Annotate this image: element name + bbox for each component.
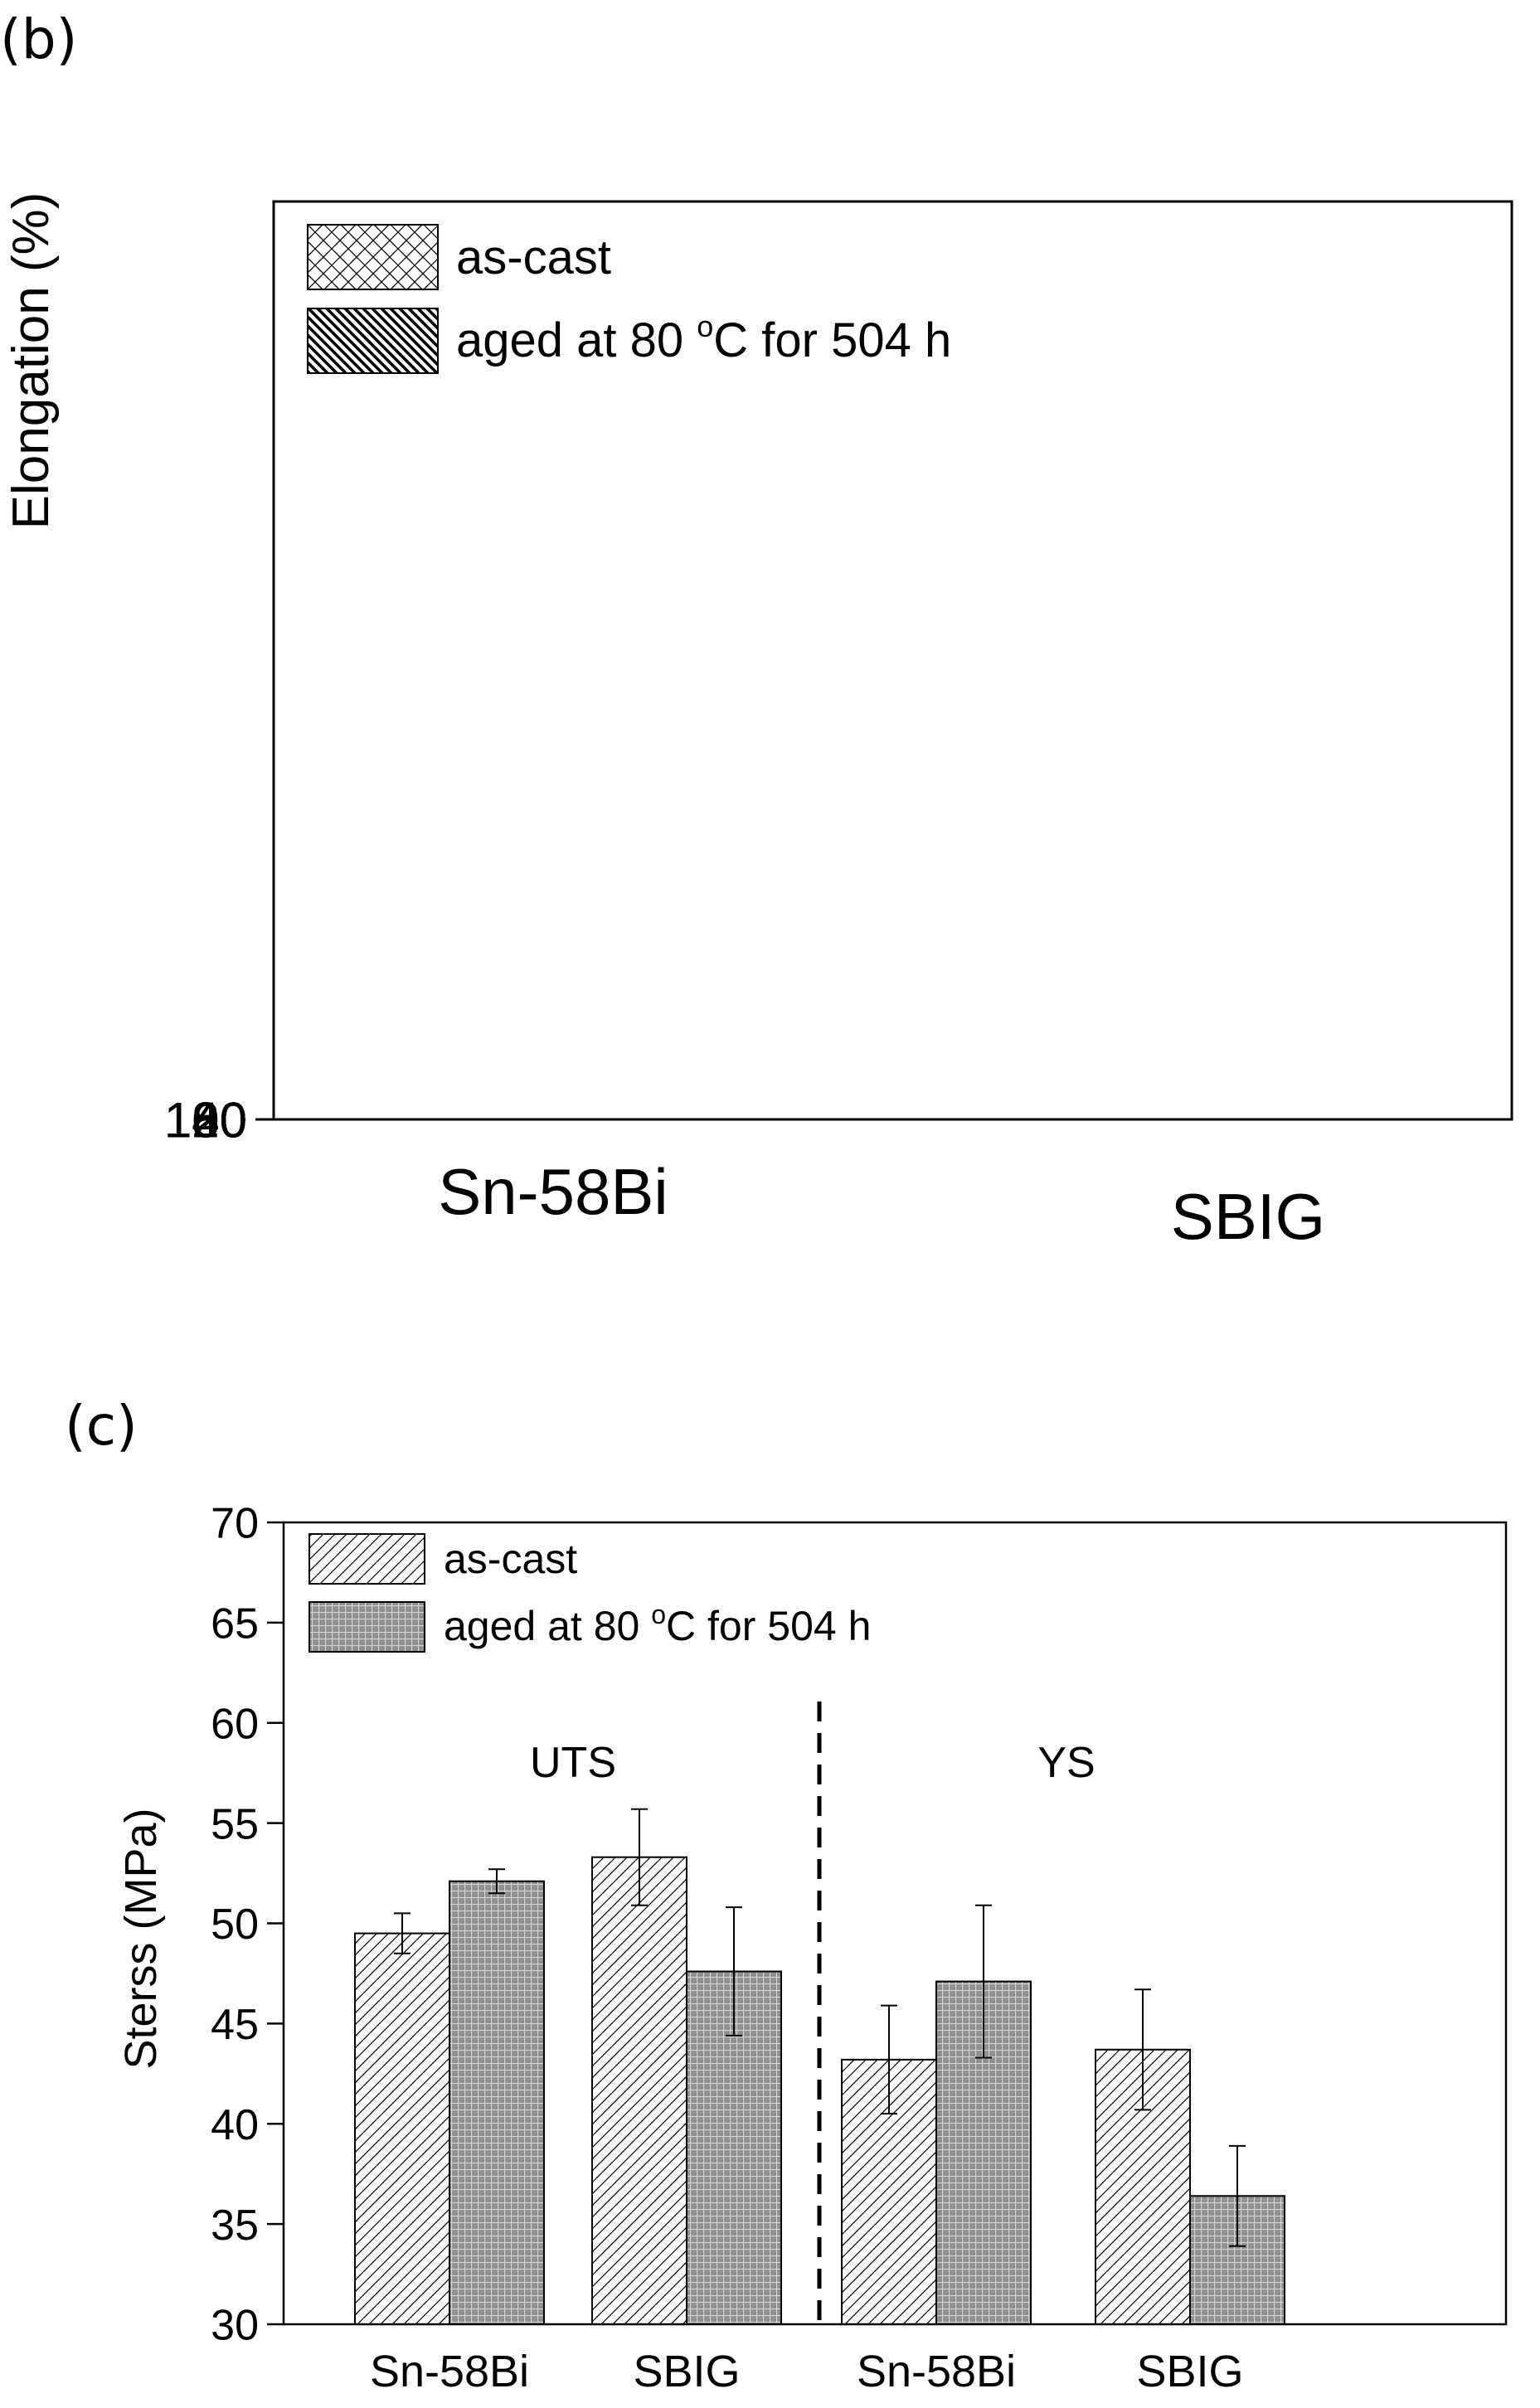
legend-swatch-aged [308,1601,425,1653]
y-tick-label: 45 [211,2001,259,2049]
y-tick-label: 40 [192,1093,247,1148]
x-category-label: SBIG [1136,2347,1243,2396]
legend-label-as-cast: as-cast [456,231,611,284]
y-tick-label: 35 [211,2202,259,2250]
legend-swatch-as-cast [307,224,439,290]
y-tick-label: 70 [211,1500,259,1548]
legend-label-aged: aged at 80 oC for 504 h [444,1600,871,1649]
panel-label-c: (c) [65,1394,138,1458]
x-category-label: Sn-58Bi [438,1155,668,1228]
y-tick-label: 100 [164,1093,247,1148]
legend: as-cast aged at 80 oC for 504 h [308,1533,871,1653]
legend-swatch-aged [307,308,439,374]
y-tick-label: 55 [211,1800,259,1848]
y-tick-label: 0 [220,1093,247,1148]
y-tick-label: 140 [164,1093,247,1148]
group-label-uts: UTS [530,1739,616,1787]
plot-frame [272,200,1513,1121]
legend-label-as-cast: as-cast [444,1536,577,1582]
x-category-label: Sn-58Bi [370,2347,529,2396]
y-tick-label: 20 [192,1093,247,1148]
bar-sn-58bi-aged-at-80-c-for-504-h [449,1880,545,2325]
y-tick-label: 40 [211,2101,259,2149]
stress-chart: (c) Sterss (MPa) 30 35 40 45 50 55 60 65 70 Sn-58… [65,1394,1508,2396]
panel-label-b: (b) [0,7,77,71]
group-label-ys: YS [1037,1739,1095,1787]
y-axis-label: Elongation (%) [2,192,60,530]
y-tick-label: 50 [211,1901,259,1949]
y-axis-label: Sterss (MPa) [116,1808,166,2069]
y-tick-label: 120 [164,1093,247,1148]
x-category-label: SBIG [1171,1180,1325,1253]
plot-frame [282,1521,1508,2326]
y-tick-label: 80 [192,1093,247,1148]
bar-sbig-as-cast [591,1856,687,2325]
x-category-label: Sn-58Bi [857,2347,1016,2396]
legend-swatch-as-cast [308,1533,425,1585]
bar-sn-58bi-as-cast [354,1932,450,2325]
x-category-label: SBIG [633,2347,740,2396]
legend-label-aged: aged at 80 oC for 504 h [456,309,951,367]
y-tick-label: 65 [211,1600,259,1648]
y-tick-label: 60 [192,1093,247,1148]
y-tick-label: 30 [211,2302,259,2350]
legend: as-cast aged at 80 oC for 504 h [307,224,951,374]
y-tick-label: 60 [211,1700,259,1748]
